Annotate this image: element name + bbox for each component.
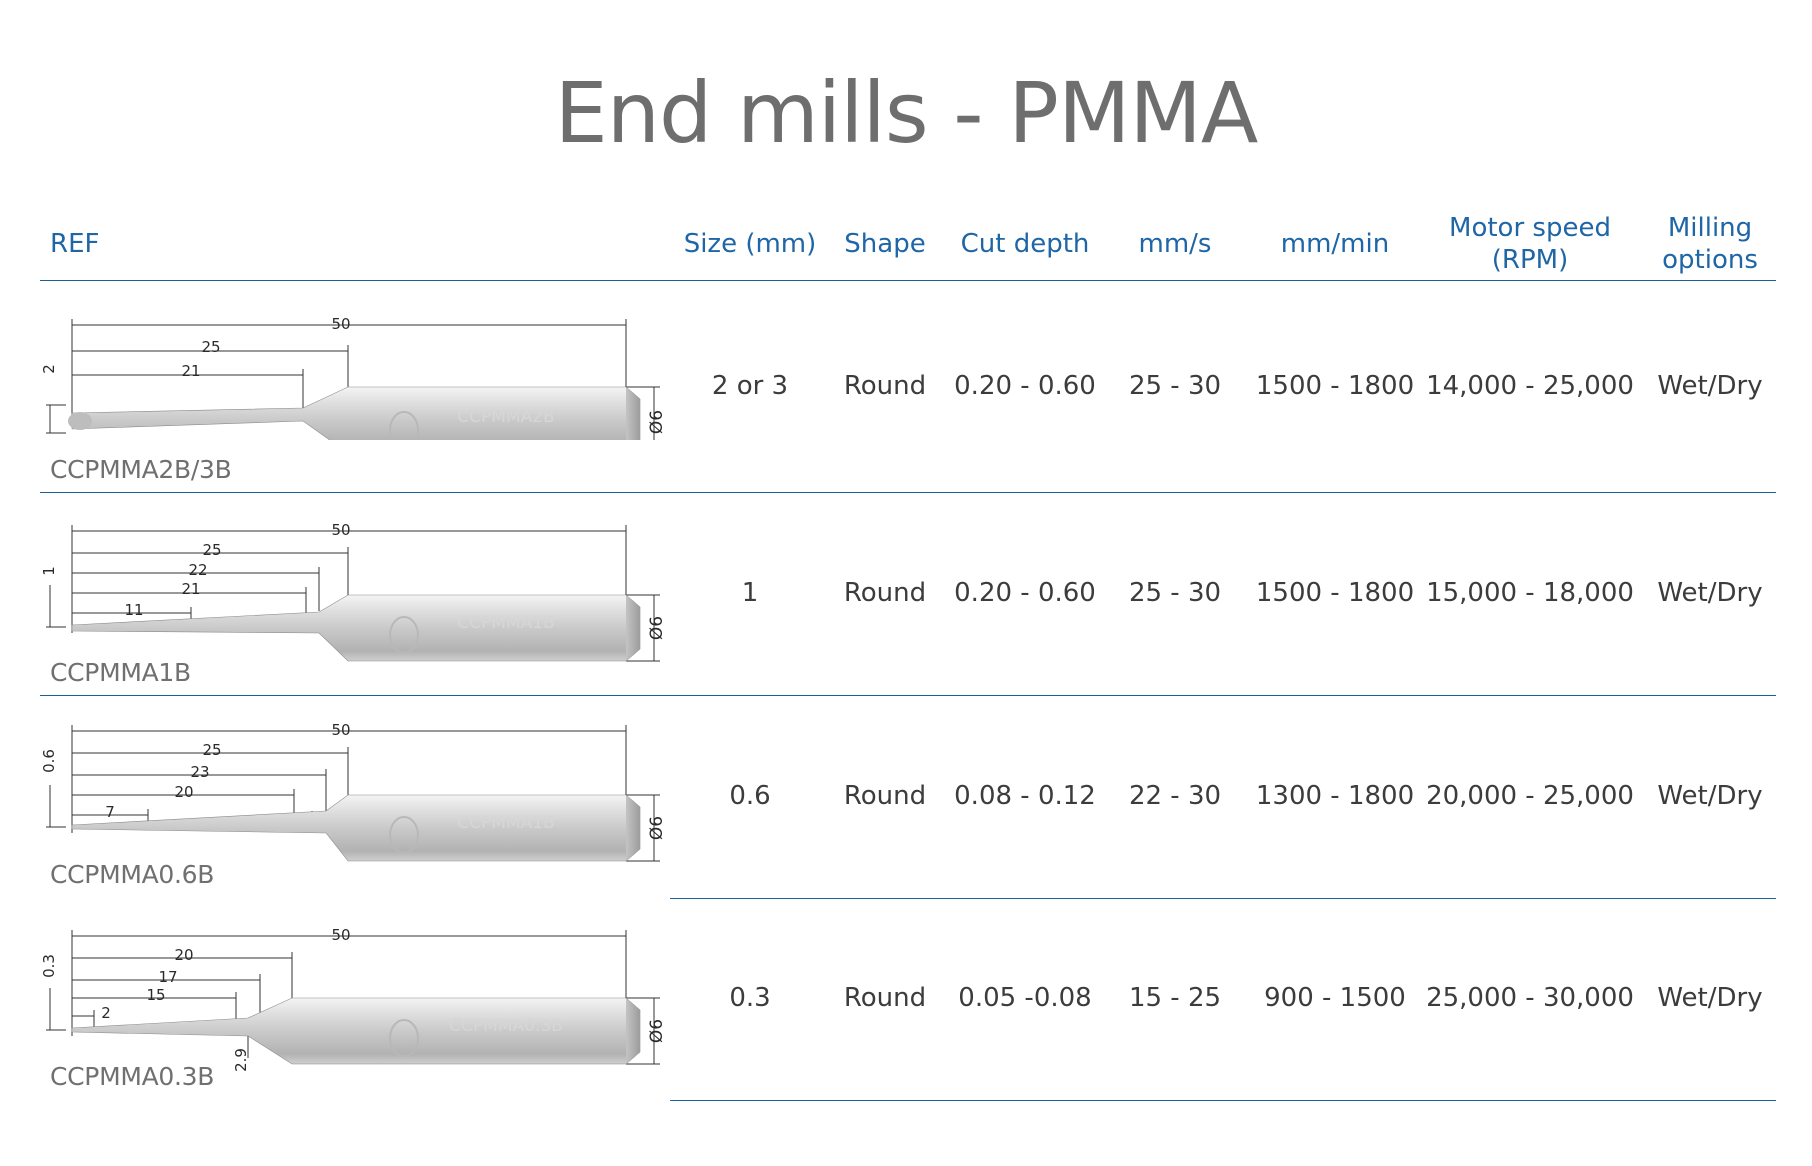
cell-cut-depth: 0.20 - 0.60 (954, 371, 1096, 401)
ref-label: CCPMMA0.3B (50, 1062, 215, 1091)
dim-diameter-label: Ø6 (647, 616, 667, 640)
cell-mmmin: 1500 - 1800 (1255, 578, 1415, 608)
cell-cut-depth: 0.05 -0.08 (958, 983, 1092, 1013)
dim-label: 21 (181, 580, 200, 598)
cell-shape: Round (843, 781, 927, 811)
header-milling-options: Milling options (1640, 208, 1780, 280)
dim-label: 25 (201, 338, 220, 356)
cell-milling-options: Wet/Dry (1657, 371, 1763, 401)
dim-tip-label: 0.3 (40, 954, 58, 978)
header-mmmin: mm/min (1280, 229, 1390, 259)
end-mill-drawing: 50 20 17 15 2 0.3 2.9 CCPMMA0.3B Ø6 (40, 926, 667, 1072)
cell-milling-options: Wet/Dry (1657, 578, 1763, 608)
cell-motor-speed: 15,000 - 18,000 (1426, 578, 1634, 608)
header-mms: mm/s (1138, 229, 1212, 259)
dim-label: 23 (190, 763, 209, 781)
dim-label: 20 (174, 946, 193, 964)
dim-label: 17 (158, 968, 177, 986)
cell-motor-speed: 14,000 - 25,000 (1426, 371, 1634, 401)
cell-mms: 25 - 30 (1128, 578, 1222, 608)
cell-shape: Round (843, 983, 927, 1013)
engraving-text: CCPMMA0.3B (449, 1016, 563, 1036)
end-mill-drawing: 50 25 23 20 7 0.6 3 CCPMMA1B Ø6 (40, 721, 667, 862)
cell-cut-depth: 0.20 - 0.60 (954, 578, 1096, 608)
cell-milling-options: Wet/Dry (1657, 983, 1763, 1013)
cell-mmmin: 1500 - 1800 (1255, 371, 1415, 401)
header-milling-line2: options (1662, 245, 1758, 275)
header-size: Size (mm) (683, 229, 817, 259)
cell-mmmin: 1300 - 1800 (1255, 781, 1415, 811)
header-motor-line1: Motor speed (1449, 213, 1611, 243)
cell-motor-speed: 25,000 - 30,000 (1426, 983, 1634, 1013)
dim-label: 21 (181, 362, 200, 380)
cell-cut-depth: 0.08 - 0.12 (954, 781, 1096, 811)
end-mill-drawing: 50 25 21 2 CCPMMA2B Ø6 (40, 315, 667, 440)
dim-tip-label: 1 (40, 566, 58, 576)
cell-size: 0.3 (729, 983, 771, 1013)
cell-mms: 22 - 30 (1128, 781, 1222, 811)
dim-label: 25 (202, 741, 221, 759)
dim-overall-label: 50 (331, 721, 350, 739)
ref-label: CCPMMA1B (50, 658, 191, 687)
cell-size: 2 or 3 (711, 371, 789, 401)
row-divider (40, 492, 1776, 493)
dim-tip-label: 0.6 (40, 749, 58, 773)
header-cut-depth: Cut depth (960, 229, 1090, 259)
row-divider (670, 898, 1776, 899)
ref-label: CCPMMA0.6B (50, 860, 215, 889)
cell-shape: Round (843, 371, 927, 401)
cell-mms: 25 - 30 (1128, 371, 1222, 401)
engraving-text: CCPMMA1B (457, 613, 554, 633)
cell-motor-speed: 20,000 - 25,000 (1426, 781, 1634, 811)
dim-neck-label: 2.9 (232, 1048, 250, 1072)
cell-mmmin: 900 - 1500 (1264, 983, 1406, 1013)
ref-label: CCPMMA2B/3B (50, 455, 232, 484)
cell-size: 1 (741, 578, 759, 608)
cell-size: 0.6 (729, 781, 771, 811)
dim-label: 11 (124, 601, 143, 619)
header-motor-speed: Motor speed (RPM) (1425, 208, 1635, 280)
cell-shape: Round (843, 578, 927, 608)
engraving-text: CCPMMA2B (457, 407, 554, 427)
dim-diameter-label: Ø6 (647, 816, 667, 840)
cell-milling-options: Wet/Dry (1657, 781, 1763, 811)
engraving-text: CCPMMA1B (457, 813, 554, 833)
header-rule (40, 280, 1776, 281)
dim-label: 22 (188, 561, 207, 579)
dim-label: 25 (202, 541, 221, 559)
header-shape: Shape (844, 229, 926, 259)
dim-label: 15 (146, 986, 165, 1004)
dim-label: 7 (105, 803, 115, 821)
dim-label: 20 (174, 783, 193, 801)
row-divider (40, 695, 1776, 696)
cell-mms: 15 - 25 (1128, 983, 1222, 1013)
page-title: End mills - PMMA (554, 64, 1259, 162)
end-mill-drawing: 50 25 22 21 11 1 CCPMMA1B Ø6 (40, 521, 667, 662)
header-milling-line1: Milling (1667, 213, 1753, 243)
header-motor-line2: (RPM) (1491, 245, 1569, 275)
dim-overall-label: 50 (331, 315, 350, 333)
dim-label: 2 (101, 1004, 111, 1022)
row-divider (670, 1100, 1776, 1101)
dim-diameter-label: Ø6 (647, 410, 667, 434)
header-ref: REF (50, 229, 100, 259)
dim-overall-label: 50 (331, 926, 350, 944)
dim-diameter-label: Ø6 (647, 1019, 667, 1043)
dim-overall-label: 50 (331, 521, 350, 539)
dim-tip-label: 2 (40, 364, 58, 374)
